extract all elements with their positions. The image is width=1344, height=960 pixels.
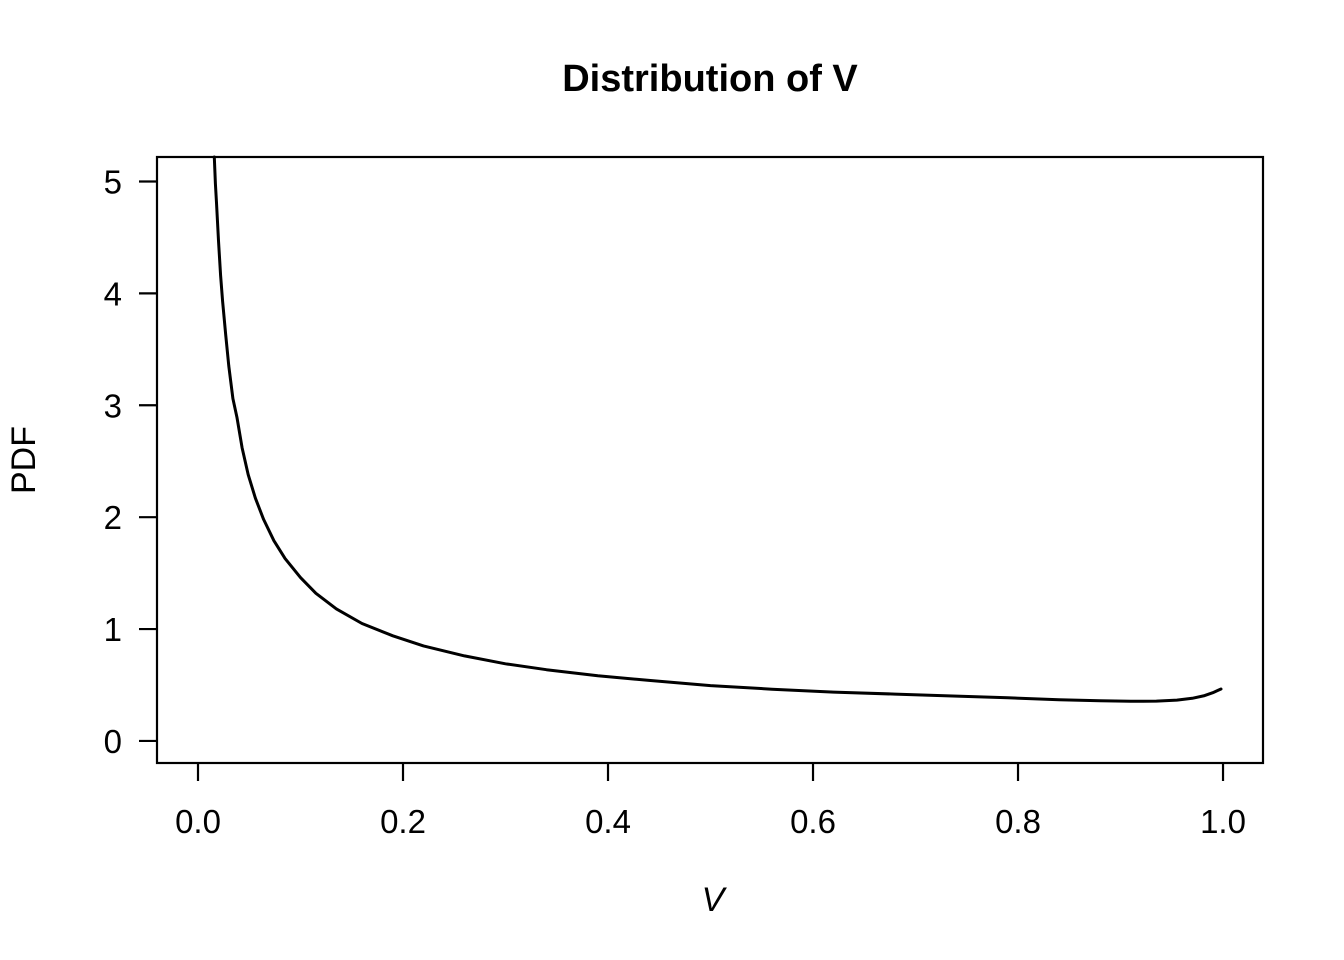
x-axis-tick-label: 1.0 [1200,803,1246,840]
y-axis-tick-label: 5 [104,164,122,201]
chart-title: Distribution of V [562,58,858,100]
x-axis-tick-label: 0.8 [995,803,1041,840]
y-axis-tick-label: 3 [104,387,122,424]
plot-frame [155,155,1265,765]
y-axis-tick-label: 2 [104,499,122,536]
y-axis-tick-label: 4 [104,275,122,312]
y-axis-ticks: 0 1 2 3 4 5 [104,164,157,760]
x-axis-tick-label: 0.6 [790,803,836,840]
x-axis-ticks: 0.0 0.2 0.4 0.6 0.8 1.0 [175,763,1246,840]
x-axis-tick-label: 0.0 [175,803,221,840]
y-axis-tick-label: 0 [104,723,122,760]
y-axis-label: PDF [5,426,43,494]
x-axis-tick-label: 0.4 [585,803,631,840]
pdf-curve-line [212,155,1223,703]
y-axis-tick-label: 1 [104,611,122,648]
x-axis-tick-label: 0.2 [380,803,426,840]
x-axis-label: V [702,881,728,919]
